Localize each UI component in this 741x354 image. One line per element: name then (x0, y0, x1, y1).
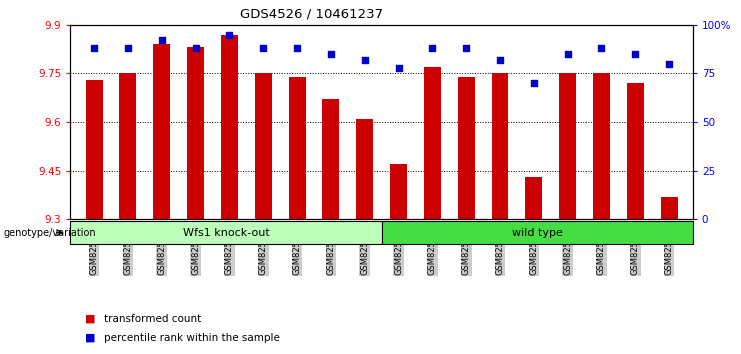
Point (562, 51, 574, 57)
Point (663, 61, 675, 67)
Point (224, 32, 236, 37)
Point (528, 80, 539, 86)
Text: wild type: wild type (512, 228, 562, 238)
Point (257, 45, 269, 51)
Bar (255, 74, 272, 219)
Point (190, 45, 202, 51)
Text: transformed count: transformed count (104, 314, 201, 324)
Text: Wfs1 knock-out: Wfs1 knock-out (182, 228, 270, 238)
Point (494, 57, 506, 63)
Bar (491, 74, 508, 219)
Text: percentile rank within the sample: percentile rank within the sample (104, 333, 279, 343)
Bar (356, 119, 373, 219)
Point (156, 38, 167, 43)
Bar (458, 77, 475, 219)
Point (426, 45, 438, 51)
Bar (390, 164, 407, 219)
Bar (153, 44, 170, 219)
Bar (187, 47, 204, 219)
Text: GDS4526 / 10461237: GDS4526 / 10461237 (239, 7, 383, 20)
Point (291, 45, 303, 51)
Bar (119, 74, 136, 219)
Bar (661, 197, 677, 219)
Bar (382, 221, 693, 244)
Bar (525, 177, 542, 219)
Point (629, 51, 641, 57)
Bar (70, 221, 382, 244)
Text: ■: ■ (85, 314, 96, 324)
Point (596, 45, 608, 51)
Bar (221, 35, 238, 219)
Text: genotype/variation: genotype/variation (4, 228, 96, 238)
Bar (424, 67, 441, 219)
Bar (86, 80, 102, 219)
Bar (559, 74, 576, 219)
Point (393, 65, 405, 70)
Bar (322, 99, 339, 219)
Point (88, 45, 100, 51)
Text: ■: ■ (85, 333, 96, 343)
Point (122, 45, 134, 51)
Bar (593, 74, 610, 219)
Point (359, 57, 370, 63)
Point (460, 45, 472, 51)
Point (325, 51, 337, 57)
Bar (288, 77, 305, 219)
Bar (627, 83, 644, 219)
